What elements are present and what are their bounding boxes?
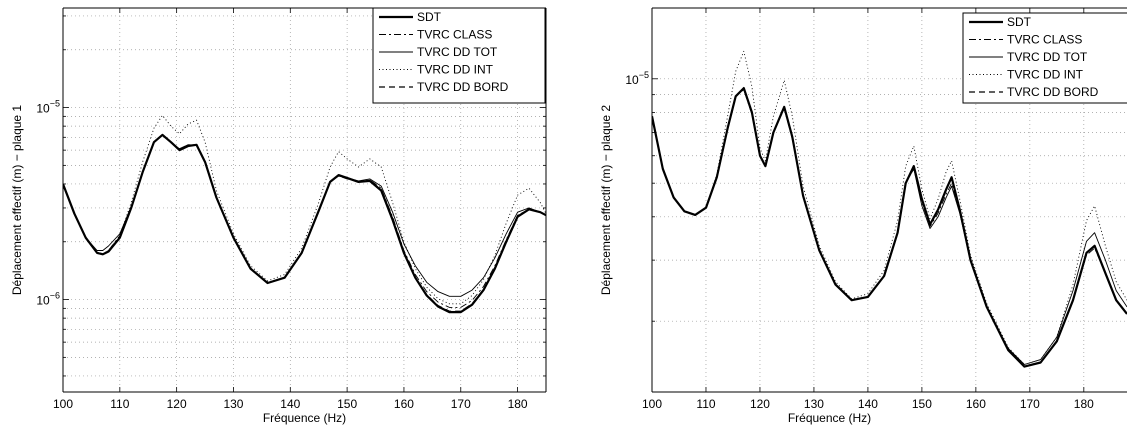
legend-label: TVRC CLASS — [417, 28, 492, 42]
legend: SDT TVRC CLASS TVRC DD TOT TVRC DD INT TVRC … — [372, 7, 546, 104]
x-axis-label: Fréquence (Hz) — [788, 411, 871, 425]
series-line-tvrc-dd-bord — [652, 87, 1127, 368]
y-axis-label: Déplacement effectif (m) − plaque 2 — [599, 105, 613, 296]
legend-label: SDT — [1007, 15, 1032, 29]
x-tick-label: 140 — [858, 397, 878, 411]
series-line-tvrc-dd-bord — [63, 134, 546, 312]
x-tick-label: 150 — [337, 397, 357, 411]
y-tick-label: 10−5 — [36, 99, 60, 116]
legend-label: TVRC DD INT — [417, 63, 494, 77]
x-tick-label: 110 — [696, 397, 715, 411]
series-line-sdt — [63, 133, 546, 314]
legend-label: TVRC DD TOT — [417, 45, 498, 59]
legend-label: TVRC DD TOT — [1007, 50, 1088, 64]
legend-label: TVRC DD BORD — [1007, 85, 1099, 99]
series-group — [652, 50, 1127, 368]
chart-panel-1: 100 110 120 130 140 150 160 170 180 10−6 10−5 Fréqu… — [10, 7, 547, 425]
series-line-tvrc-class — [652, 89, 1127, 368]
y-axis-label: Déplacement effectif (m) − plaque 1 — [10, 105, 24, 296]
x-tick-label: 120 — [167, 397, 187, 411]
legend-label: TVRC DD INT — [1007, 68, 1084, 82]
series-group — [63, 114, 546, 314]
legend-label: SDT — [417, 10, 442, 24]
y-tick-label: 10−6 — [36, 291, 60, 308]
series-line-tvrc-dd-tot — [63, 134, 546, 297]
series-line-tvrc-class — [63, 134, 546, 308]
chart-panel-2: 100 110 120 130 140 150 160 170 180 10−5 Fréquence… — [599, 7, 1127, 425]
legend-label: TVRC CLASS — [1007, 33, 1082, 47]
x-tick-label: 170 — [451, 397, 471, 411]
x-tick-label: 100 — [642, 397, 662, 411]
y-tick-label: 10−5 — [625, 70, 649, 87]
x-tick-label: 140 — [280, 397, 300, 411]
x-tick-label: 100 — [53, 397, 73, 411]
legend-label: TVRC DD BORD — [417, 80, 509, 94]
x-tick-label: 130 — [804, 397, 824, 411]
series-line-tvrc-dd-int — [63, 114, 546, 305]
series-line-sdt — [652, 86, 1127, 368]
x-tick-label: 120 — [750, 397, 770, 411]
x-tick-label: 160 — [394, 397, 414, 411]
legend: SDT TVRC CLASS TVRC DD TOT TVRC DD INT TVRC … — [962, 12, 1127, 104]
x-tick-label: 130 — [223, 397, 243, 411]
x-axis-label: Fréquence (Hz) — [263, 411, 346, 425]
x-tick-label: 170 — [1020, 397, 1040, 411]
x-tick-label: 150 — [912, 397, 932, 411]
series-line-tvrc-dd-int — [652, 50, 1127, 365]
x-tick-label: 180 — [1074, 397, 1094, 411]
legend-box — [962, 12, 1127, 104]
x-tick-label: 110 — [110, 397, 129, 411]
series-line-tvrc-dd-tot — [652, 87, 1127, 365]
x-tick-label: 160 — [966, 397, 986, 411]
x-tick-label: 180 — [508, 397, 528, 411]
